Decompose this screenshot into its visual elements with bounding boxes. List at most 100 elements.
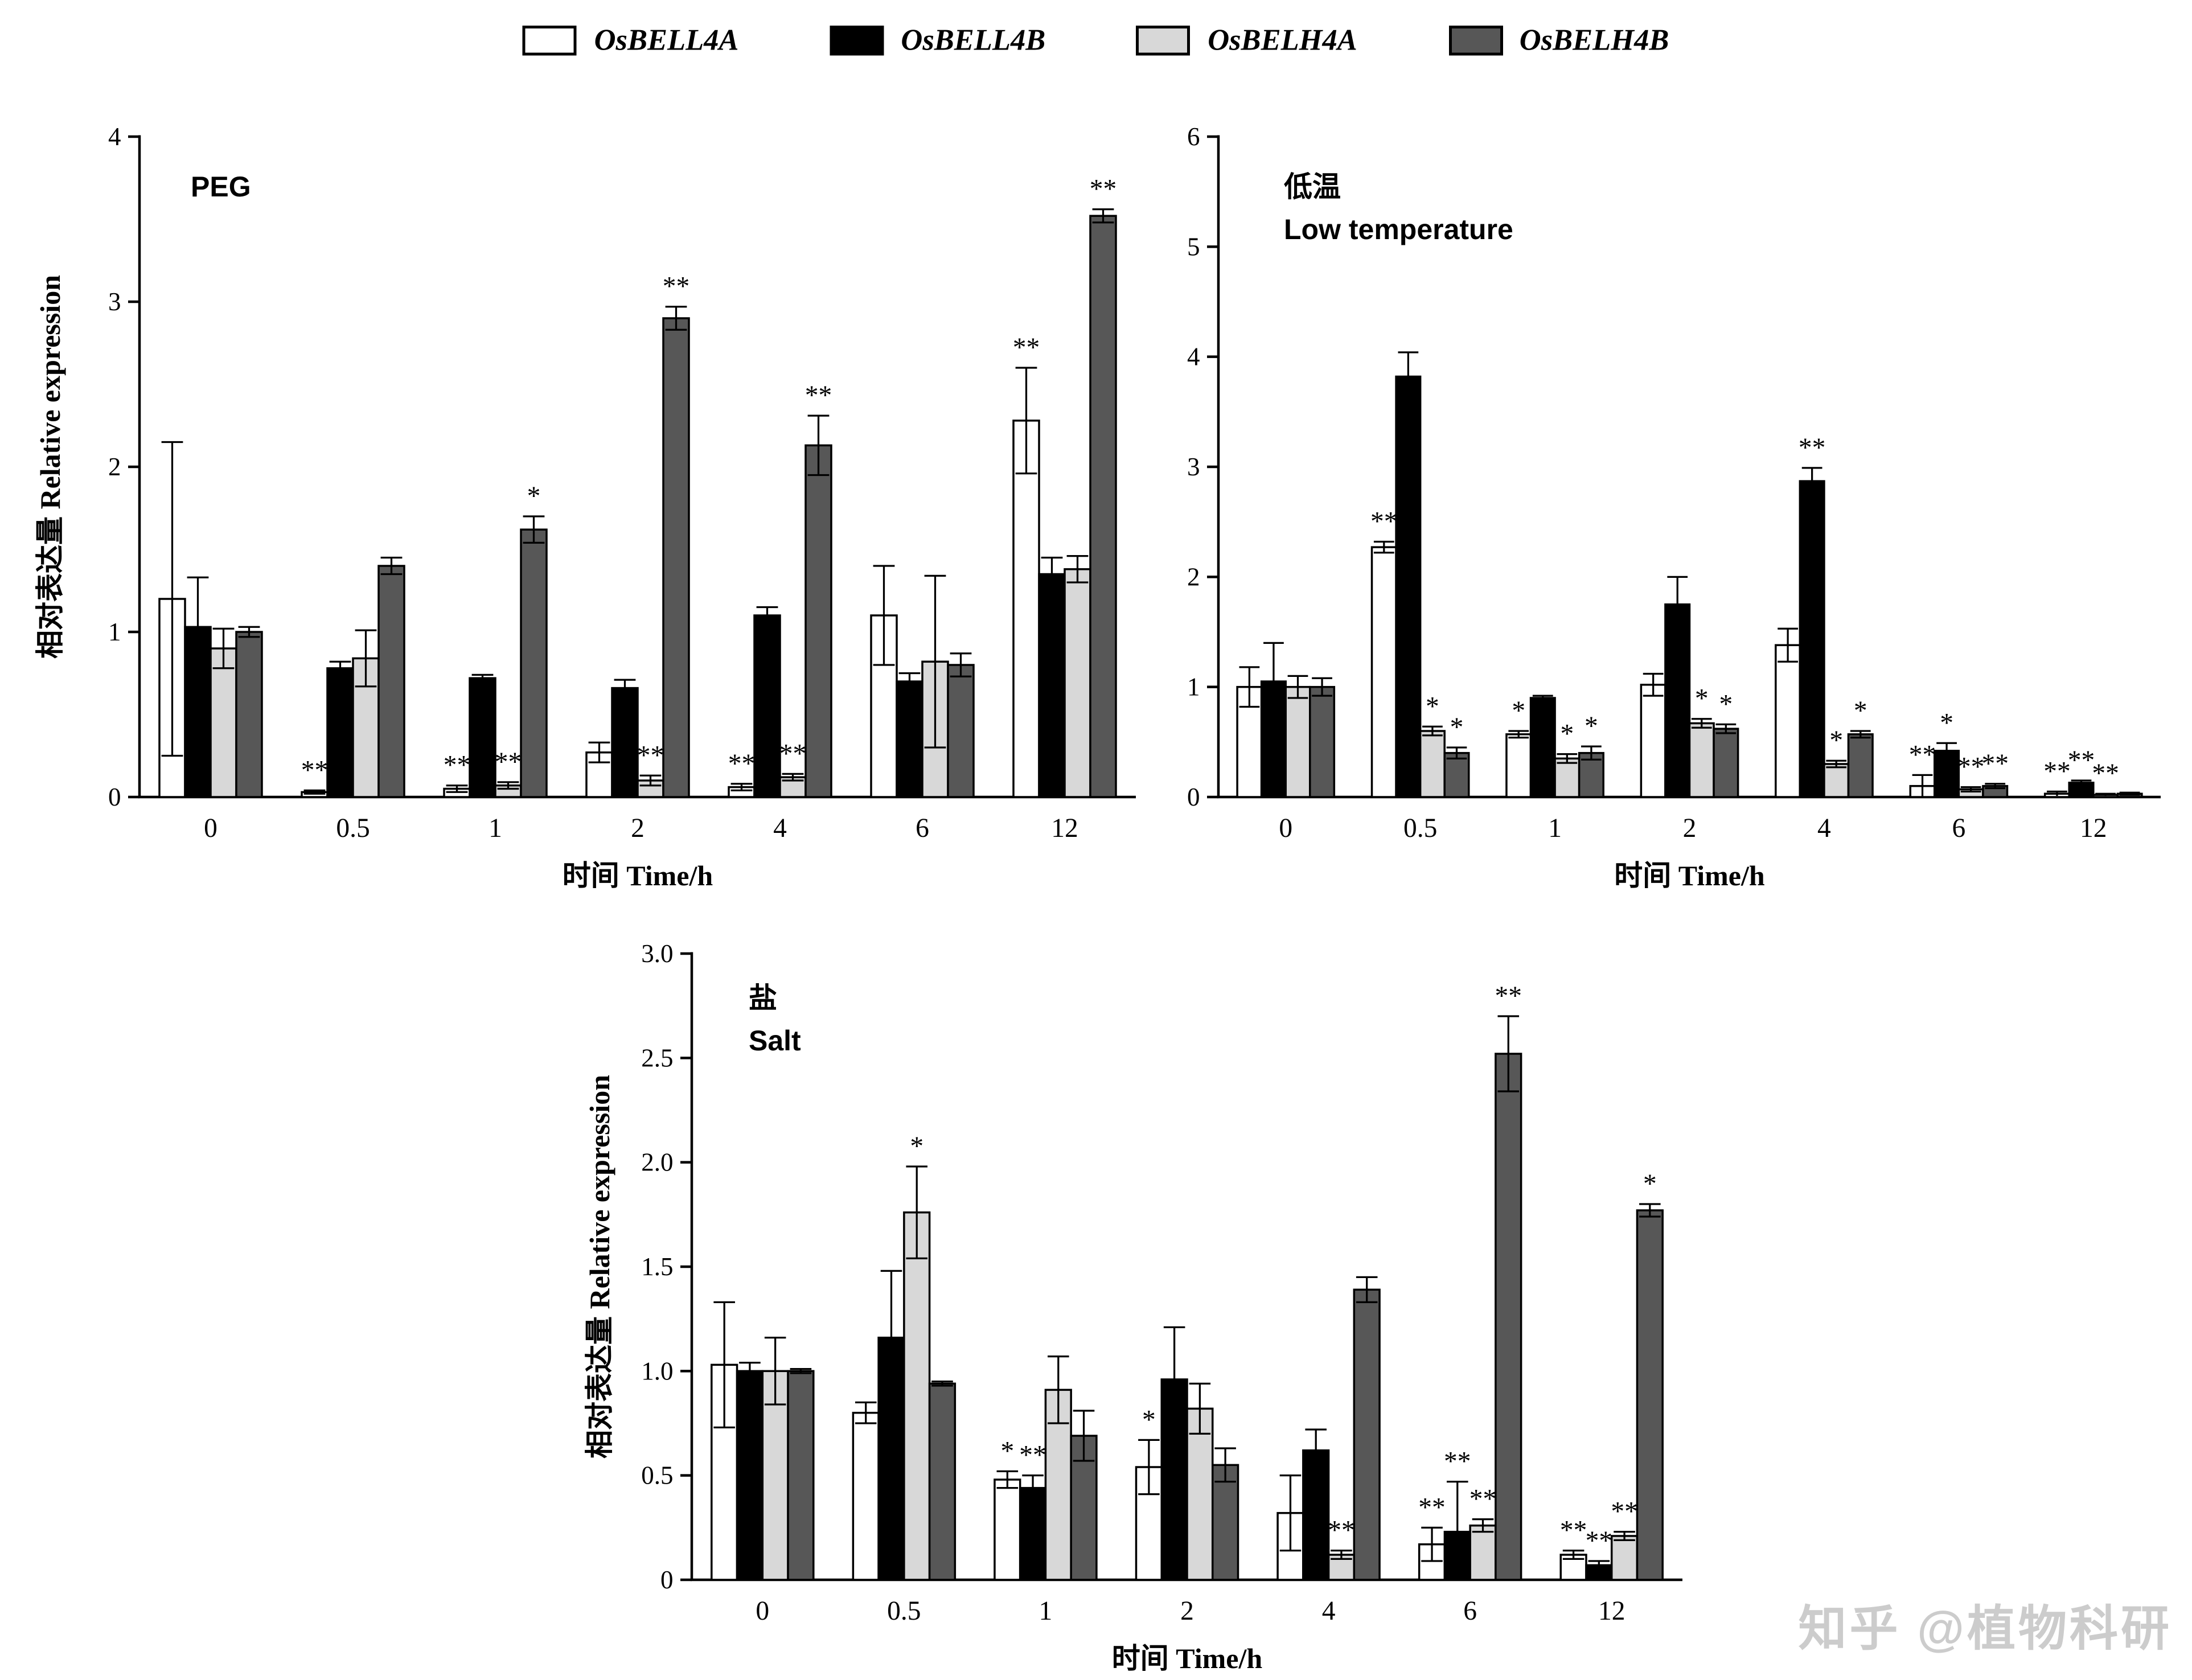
- significance-marker: **: [1957, 753, 1985, 782]
- x-tick-labels: 0 0.5 1 2 4 6 12: [756, 1596, 1625, 1626]
- bar: [753, 614, 781, 798]
- bar: [1012, 420, 1040, 798]
- watermark: 知乎 @植物科研: [1798, 1603, 2172, 1657]
- series-OsBELL4B-bars: [184, 573, 1066, 798]
- svg-text:0.5: 0.5: [336, 814, 370, 843]
- significance-marker: **: [1019, 1441, 1046, 1470]
- x-axis-label: 时间 Time/h: [563, 860, 713, 892]
- peg-chart: 0 1 2 3 4 0 0.5 1 2 4 6 12 时间 Time/h 相对表达量 Relative e…: [28, 111, 1153, 933]
- svg-text:1.0: 1.0: [641, 1357, 673, 1385]
- svg-text:1: 1: [108, 618, 121, 646]
- bar: [1284, 685, 1311, 798]
- significance-marker: *: [910, 1132, 923, 1161]
- bar: [1395, 375, 1422, 798]
- bar: [1554, 757, 1581, 798]
- bar: [1309, 685, 1336, 798]
- bar: [1799, 480, 1825, 798]
- significance-marker: **: [1909, 740, 1936, 770]
- error-bars: [713, 1015, 1661, 1579]
- significance-marker: **: [1469, 1485, 1497, 1514]
- legend-swatch-icon: [1136, 26, 1191, 56]
- bar: [1664, 603, 1691, 798]
- legend-label: OsBELL4A: [594, 23, 739, 57]
- significance-marker: **: [1560, 1516, 1587, 1546]
- significance-marker: **: [805, 381, 832, 410]
- bar: [1186, 1407, 1214, 1581]
- significance-marker: *: [1426, 692, 1439, 721]
- bar: [1089, 215, 1117, 798]
- significance-marker: *: [1450, 713, 1464, 742]
- svg-text:1: 1: [489, 814, 502, 843]
- significance-marker: **: [1090, 175, 1117, 204]
- x-tick-labels: 0 0.5 1 2 4 6 12: [204, 814, 1078, 843]
- y-axis-ticks: [128, 135, 139, 799]
- bar: [1495, 1053, 1522, 1581]
- salt-chart: 0 0.5 1.0 1.5 2.0 2.5 3.0 0 0.5 1 2 4 6 12 时间 Time/h 相对…: [578, 933, 1700, 1680]
- svg-text:6: 6: [1463, 1596, 1477, 1626]
- legend: OsBELL4A OsBELL4B OsBELH4A OsBELH4B: [0, 23, 2192, 59]
- chart-title: PEG: [191, 171, 251, 203]
- bar: [1713, 728, 1739, 798]
- x-axis-label: 时间 Time/h: [1614, 860, 1765, 892]
- legend-label: OsBELL4B: [901, 23, 1046, 57]
- svg-text:3.0: 3.0: [641, 939, 673, 968]
- bar: [469, 677, 496, 798]
- legend-item-OsBELH4A: OsBELH4A: [1136, 23, 1357, 59]
- legend-item-OsBELH4B: OsBELH4B: [1448, 23, 1669, 59]
- error-bars: [161, 208, 1114, 795]
- svg-text:2: 2: [1683, 814, 1697, 843]
- svg-text:6: 6: [916, 814, 929, 843]
- svg-text:0: 0: [204, 814, 217, 843]
- significance-markers: ** ** ****** ** *********: [301, 175, 1117, 786]
- bar: [1823, 763, 1850, 798]
- svg-text:4: 4: [108, 122, 121, 151]
- series-OsBELH4B-bars: [235, 215, 1117, 798]
- bar: [210, 647, 237, 798]
- svg-text:12: 12: [1051, 814, 1078, 843]
- bar: [1370, 546, 1397, 798]
- bar: [1847, 733, 1874, 798]
- significance-marker: **: [637, 741, 664, 770]
- bar: [896, 680, 923, 798]
- svg-text:2: 2: [1187, 562, 1200, 591]
- bar: [1636, 1209, 1664, 1581]
- svg-text:1.5: 1.5: [641, 1252, 673, 1281]
- svg-text:0: 0: [756, 1596, 769, 1626]
- svg-text:0.5: 0.5: [1403, 814, 1437, 843]
- significance-marker: **: [1799, 433, 1826, 463]
- svg-text:2: 2: [108, 453, 121, 481]
- significance-marker: *: [1695, 684, 1709, 714]
- legend-swatch-icon: [830, 26, 884, 56]
- significance-marker: **: [444, 751, 471, 781]
- svg-text:0: 0: [1187, 783, 1200, 811]
- significance-marker: *: [1719, 689, 1733, 719]
- legend-item-OsBELL4A: OsBELL4A: [523, 23, 739, 59]
- x-axis-label: 时间 Time/h: [1112, 1642, 1263, 1674]
- y-axis-ticks: [680, 952, 692, 1582]
- bar: [520, 528, 548, 798]
- significance-markers: ****************** *** ** ***: [1370, 433, 2119, 788]
- significance-marker: **: [1370, 507, 1398, 536]
- low-temperature-chart: 0 1 2 3 4 5 6 0 0.5 1 2 4 6 12 时间 Time/h 低温 Low temperat…: [1139, 111, 2178, 933]
- significance-marker: **: [1611, 1497, 1638, 1527]
- significance-marker: *: [1643, 1169, 1657, 1199]
- bar: [1640, 684, 1666, 798]
- bar: [1064, 568, 1091, 798]
- bar: [804, 444, 832, 798]
- bar: [903, 1211, 931, 1581]
- significance-markers: ******** ********* *****: [910, 981, 1656, 1556]
- svg-text:3: 3: [1187, 453, 1200, 481]
- y-axis-label: 相对表达量 Relative expression: [584, 1075, 615, 1459]
- svg-text:5: 5: [1187, 232, 1200, 261]
- bar: [1038, 573, 1066, 798]
- bar: [1688, 722, 1715, 798]
- significance-marker: **: [1444, 1447, 1471, 1477]
- significance-marker: *: [1142, 1405, 1156, 1435]
- bar: [736, 1370, 764, 1581]
- bar: [1353, 1288, 1381, 1581]
- svg-text:4: 4: [1187, 343, 1200, 371]
- series-OsBELH4A-bars: [1284, 685, 2119, 798]
